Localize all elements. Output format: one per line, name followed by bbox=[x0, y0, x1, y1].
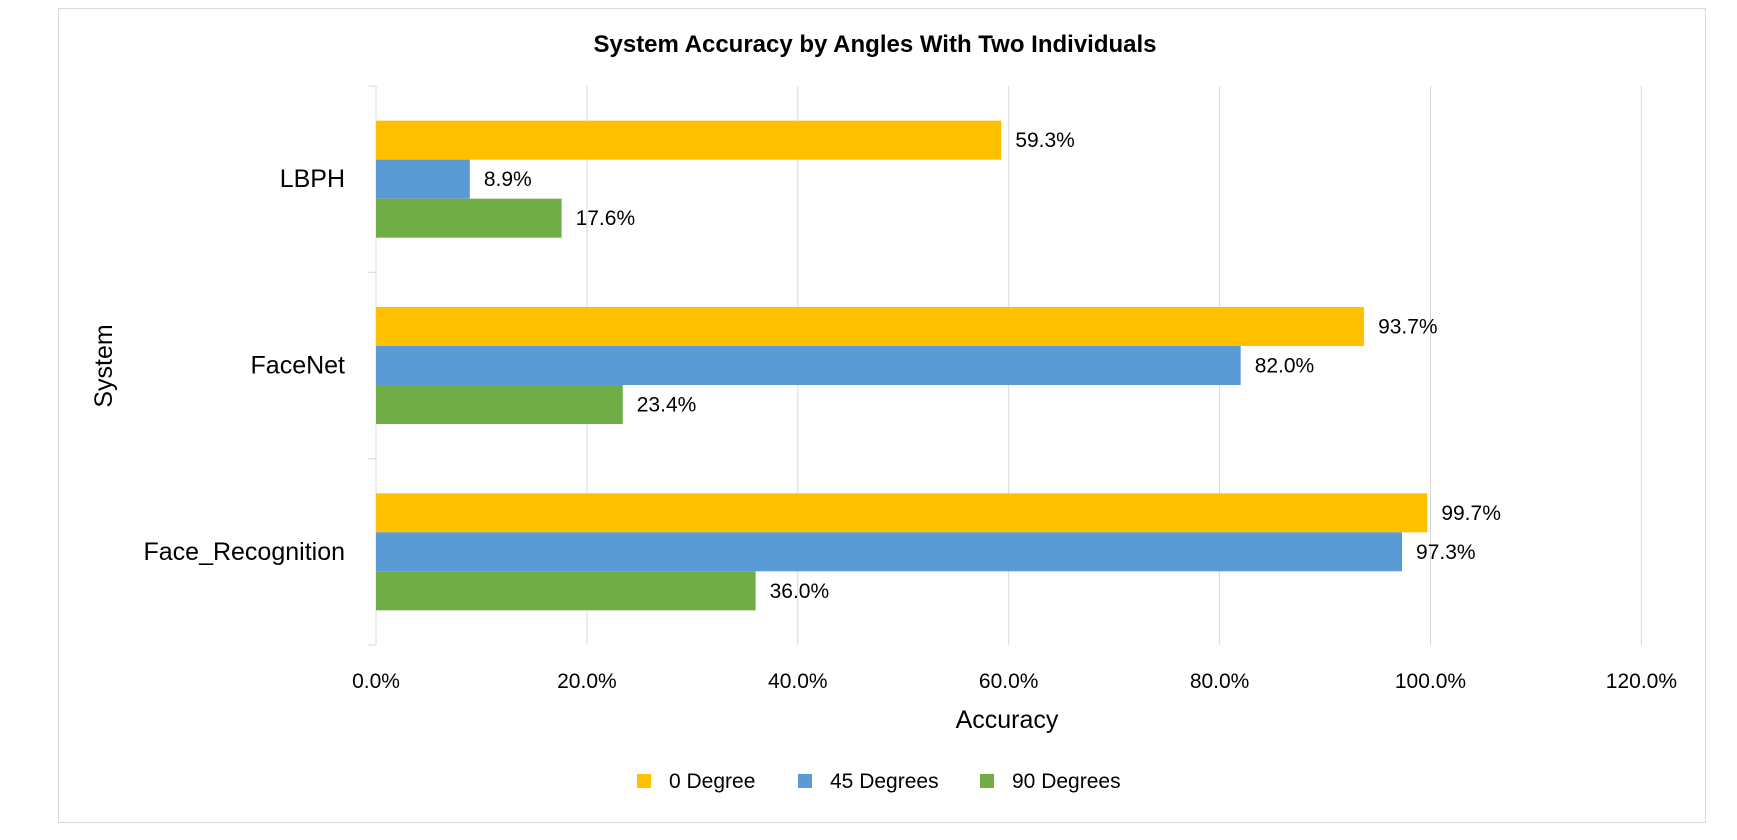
legend-swatch bbox=[637, 774, 651, 788]
bar bbox=[376, 532, 1403, 572]
x-tick-label: 120.0% bbox=[1606, 670, 1677, 693]
x-tick-label: 100.0% bbox=[1395, 670, 1466, 693]
legend-swatch bbox=[980, 774, 994, 788]
x-axis-title: Accuracy bbox=[956, 706, 1059, 734]
legend-swatch bbox=[798, 774, 812, 788]
bar bbox=[376, 346, 1241, 385]
bar bbox=[376, 571, 756, 611]
data-label: 82.0% bbox=[1255, 355, 1315, 378]
legend-label: 90 Degrees bbox=[1012, 770, 1121, 793]
data-label: 59.3% bbox=[1015, 129, 1075, 152]
data-label: 36.0% bbox=[770, 580, 830, 603]
x-tick-label: 40.0% bbox=[768, 670, 828, 693]
bar bbox=[376, 385, 623, 424]
bar bbox=[376, 198, 562, 238]
data-label: 8.9% bbox=[484, 168, 532, 191]
x-tick-label: 20.0% bbox=[557, 670, 617, 693]
data-label: 23.4% bbox=[637, 394, 697, 417]
bars bbox=[376, 120, 1428, 611]
data-label: 99.7% bbox=[1441, 502, 1501, 525]
category-label: Face_Recognition bbox=[143, 538, 345, 566]
bar bbox=[376, 493, 1428, 533]
chart-title: System Accuracy by Angles With Two Indiv… bbox=[593, 31, 1156, 58]
bar bbox=[376, 120, 1002, 160]
y-axis-title: System bbox=[90, 324, 118, 407]
data-labels: 59.3% 8.9% 17.6% 93.7% 82.0% 23.4% 99.7% 97.3% 3… bbox=[484, 129, 1501, 603]
data-label: 93.7% bbox=[1378, 316, 1438, 339]
category-label: LBPH bbox=[280, 165, 345, 193]
x-tick-label: 80.0% bbox=[1190, 670, 1250, 693]
data-label: 97.3% bbox=[1416, 541, 1476, 564]
legend-label: 45 Degrees bbox=[830, 770, 939, 793]
category-labels: LBPH FaceNet Face_Recognition bbox=[143, 165, 345, 566]
x-tick-label: 0.0% bbox=[352, 670, 400, 693]
legend: 0 Degree 45 Degrees 90 Degrees bbox=[637, 770, 1121, 793]
legend-label: 0 Degree bbox=[669, 770, 755, 793]
bar bbox=[376, 307, 1365, 346]
bar bbox=[376, 159, 470, 199]
category-label: FaceNet bbox=[251, 352, 346, 380]
x-tick-label: 60.0% bbox=[979, 670, 1039, 693]
data-label: 17.6% bbox=[576, 207, 636, 230]
x-tick-labels: 0.0% 20.0% 40.0% 60.0% 80.0% 100.0% 120.0% bbox=[352, 670, 1677, 693]
